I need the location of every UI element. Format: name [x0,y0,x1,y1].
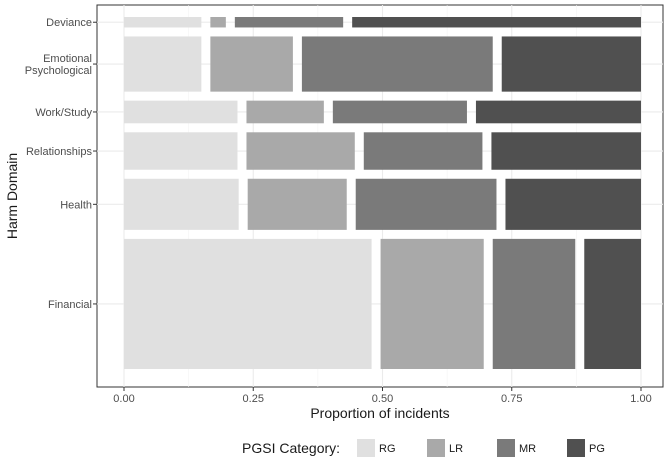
tile-emotional-psychological-mr [301,36,493,92]
tile-work-study-mr [332,100,467,124]
x-axis-ticks: 0.00 0.25 0.50 0.75 1.00 [113,387,652,405]
tile-relationships-mr [363,132,483,170]
legend-key-rg [357,439,375,457]
y-axis-ticks: Financial Health Relationships Work/Study Em… [25,17,97,311]
y-tick-label: Work/Study [35,107,92,119]
x-tick-label: 0.50 [372,393,393,405]
x-tick-label: 0.75 [501,393,522,405]
tile-deviance-lr [210,17,226,28]
tile-work-study-rg [124,100,238,124]
legend-label-mr: MR [519,443,536,455]
tile-emotional-psychological-lr [210,36,293,92]
tile-emotional-psychological-rg [124,36,202,92]
y-tick-label: Emotional Psychological [25,53,92,77]
tile-health-mr [355,178,497,230]
legend-key-lr [427,439,445,457]
tile-relationships-rg [124,132,238,170]
tile-deviance-rg [124,17,202,28]
legend: PGSI Category: RG LR MR PG [242,439,605,457]
y-tick-label: Health [60,199,92,211]
tile-financial-rg [124,238,372,369]
mosaic-tiles [124,17,641,369]
legend-label-pg: PG [589,443,605,455]
tile-work-study-lr [246,100,324,124]
tile-financial-lr [380,238,484,369]
x-tick-label: 0.25 [243,393,264,405]
tile-health-pg [505,178,641,230]
x-tick-label: 0.00 [113,393,134,405]
x-axis-title: Proportion of incidents [310,405,449,421]
tile-financial-mr [492,238,576,369]
y-axis-title: Harm Domain [4,153,20,239]
legend-key-pg [567,439,585,457]
tile-relationships-lr [246,132,355,170]
y-tick-label: Relationships [26,146,93,158]
legend-key-mr [497,439,515,457]
tile-deviance-pg [352,17,641,28]
tile-deviance-mr [234,17,344,28]
tile-health-rg [124,178,239,230]
y-tick-label: Deviance [46,17,92,29]
legend-label-lr: LR [449,443,463,455]
x-tick-label: 1.00 [630,393,651,405]
tile-financial-pg [584,238,641,369]
legend-label-rg: RG [379,443,396,455]
tile-work-study-pg [475,100,641,124]
tile-emotional-psychological-pg [501,36,641,92]
legend-title: PGSI Category: [242,440,340,456]
tile-health-lr [247,178,347,230]
y-tick-label: Financial [48,299,92,311]
tile-relationships-pg [491,132,641,170]
